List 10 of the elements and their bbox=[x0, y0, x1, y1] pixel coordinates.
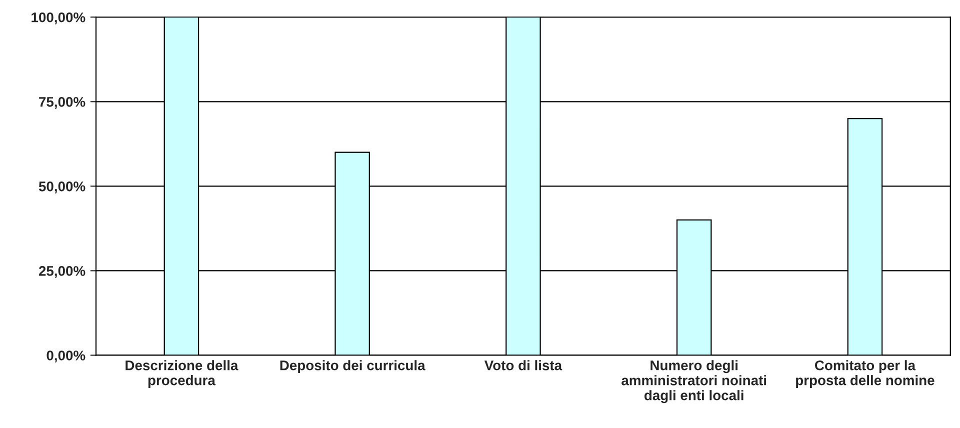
y-tick-label: 100,00% bbox=[32, 12, 86, 24]
x-tick-label: Voto di lista bbox=[484, 360, 562, 370]
x-tick-label: Deposito dei curricula bbox=[280, 360, 426, 374]
x-tick-label: Descrizione della procedura bbox=[126, 360, 238, 388]
x-tick-label: Comitato per la prposta delle nomine bbox=[796, 360, 934, 388]
y-tick-label: 0,00% bbox=[46, 350, 86, 362]
y-tick-label: 75,00% bbox=[39, 96, 86, 109]
x-tick-label: Numero degli amministratori noinati dagli enti locali bbox=[622, 360, 766, 404]
y-tick-label: 25,00% bbox=[38, 266, 86, 278]
y-tick-label: 50,00% bbox=[38, 182, 86, 194]
